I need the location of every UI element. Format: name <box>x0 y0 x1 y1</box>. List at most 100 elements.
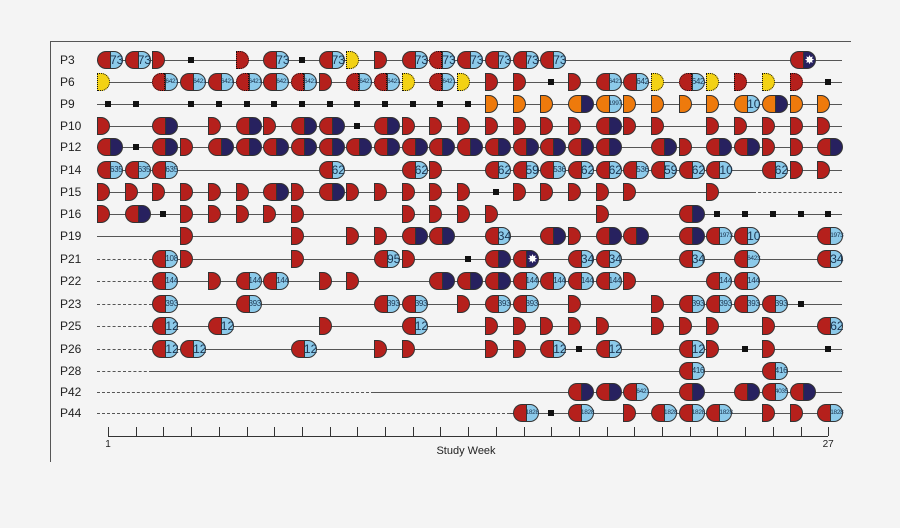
row-label: P3 <box>60 53 75 67</box>
event-capsule-RN <box>263 138 290 156</box>
visit-square-marker <box>769 211 776 217</box>
row-label: P21 <box>60 252 82 266</box>
capsule-label: 393 <box>387 299 400 308</box>
left-half <box>567 161 581 179</box>
right-half <box>442 227 456 245</box>
right-half <box>165 340 179 358</box>
event-capsule-RB: 12 <box>180 340 206 358</box>
half-marker <box>678 95 692 113</box>
left-half <box>124 161 138 179</box>
left-half <box>706 295 720 313</box>
left-half <box>817 404 831 422</box>
capsule-label: 393 <box>248 299 262 308</box>
capsule-label: 635 <box>137 165 151 174</box>
right-half <box>276 138 290 156</box>
capsule-label: 73 <box>110 53 124 67</box>
event-half-Y <box>401 73 415 91</box>
timeline-line-solid <box>96 191 754 193</box>
half-marker <box>346 183 360 201</box>
right-half <box>719 272 733 290</box>
event-half-Rd <box>789 73 803 91</box>
half-marker <box>567 227 581 245</box>
right-half <box>636 73 650 91</box>
half-marker <box>484 317 498 335</box>
half-marker <box>595 205 609 223</box>
right-half <box>414 227 428 245</box>
half-marker <box>484 340 498 358</box>
event-capsule-RB: 1828 <box>817 404 844 422</box>
left-half <box>152 138 166 156</box>
left-half <box>817 250 831 268</box>
right-half <box>608 161 622 179</box>
half-marker <box>457 183 471 201</box>
left-half <box>484 295 498 313</box>
half-marker <box>761 73 775 91</box>
axis-tick <box>108 427 109 436</box>
event-capsule-RN <box>235 138 262 156</box>
right-half <box>276 73 290 91</box>
capsule-label: 73 <box>525 53 539 67</box>
event-capsule-ON <box>761 95 788 113</box>
half-marker <box>512 95 526 113</box>
left-half <box>346 73 360 91</box>
left-half <box>263 73 277 91</box>
event-capsule-RN <box>678 227 705 245</box>
half-marker <box>401 250 415 268</box>
visit-square-marker <box>326 101 333 107</box>
left-half <box>429 227 443 245</box>
event-capsule-RB: 393 <box>152 295 179 313</box>
right-half <box>470 51 484 69</box>
event-half-R <box>567 117 581 135</box>
visit-square-marker <box>298 101 305 107</box>
capsule-label: 393 <box>165 299 178 308</box>
event-capsule-RS: ✸ <box>789 51 816 69</box>
event-capsule-RB: 144 <box>512 272 539 290</box>
event-capsule-RN <box>595 227 622 245</box>
capsule-label: 6423 <box>747 255 761 262</box>
right-half <box>636 161 650 179</box>
event-half-R <box>263 205 277 223</box>
event-half-R <box>374 227 387 245</box>
event-half-R <box>124 183 138 201</box>
half-marker <box>290 183 304 201</box>
event-half-R <box>235 183 249 201</box>
left-half <box>734 95 748 113</box>
event-half-R <box>734 117 748 135</box>
left-half <box>124 51 138 69</box>
capsule-label: 6421 <box>220 78 235 85</box>
event-half-R <box>290 227 304 245</box>
half-marker <box>180 138 194 156</box>
timeline-line-dashed <box>96 370 153 372</box>
event-capsule-RB: 10 <box>706 161 733 179</box>
event-half-R <box>623 183 637 201</box>
capsule-label: 144 <box>553 276 566 285</box>
half-marker <box>429 161 443 179</box>
event-capsule-RN <box>484 138 511 156</box>
row-label: P16 <box>60 207 82 221</box>
half-marker <box>207 183 221 201</box>
event-half-R <box>623 404 637 422</box>
half-marker <box>734 73 748 91</box>
left-half <box>817 227 831 245</box>
right-half <box>608 73 622 91</box>
event-capsule-RB: 73 <box>318 51 345 69</box>
right-half <box>165 73 179 91</box>
half-marker <box>180 227 194 245</box>
right-half <box>691 362 705 380</box>
left-half <box>734 250 748 268</box>
left-half <box>706 161 720 179</box>
event-capsule-RB: 1828 <box>678 404 705 422</box>
right-half <box>747 95 761 113</box>
event-capsule-RB: 416 <box>761 362 788 380</box>
visit-square-marker <box>825 79 832 85</box>
left-half <box>401 317 415 335</box>
capsule-label: 6421 <box>193 78 207 85</box>
capsule-label: 635 <box>110 165 123 174</box>
right-half <box>719 161 733 179</box>
right-half <box>110 138 123 156</box>
half-marker <box>651 295 664 313</box>
event-capsule-RB: 73 <box>457 51 483 69</box>
left-half <box>817 317 831 335</box>
right-half <box>830 227 844 245</box>
half-marker <box>374 51 387 69</box>
